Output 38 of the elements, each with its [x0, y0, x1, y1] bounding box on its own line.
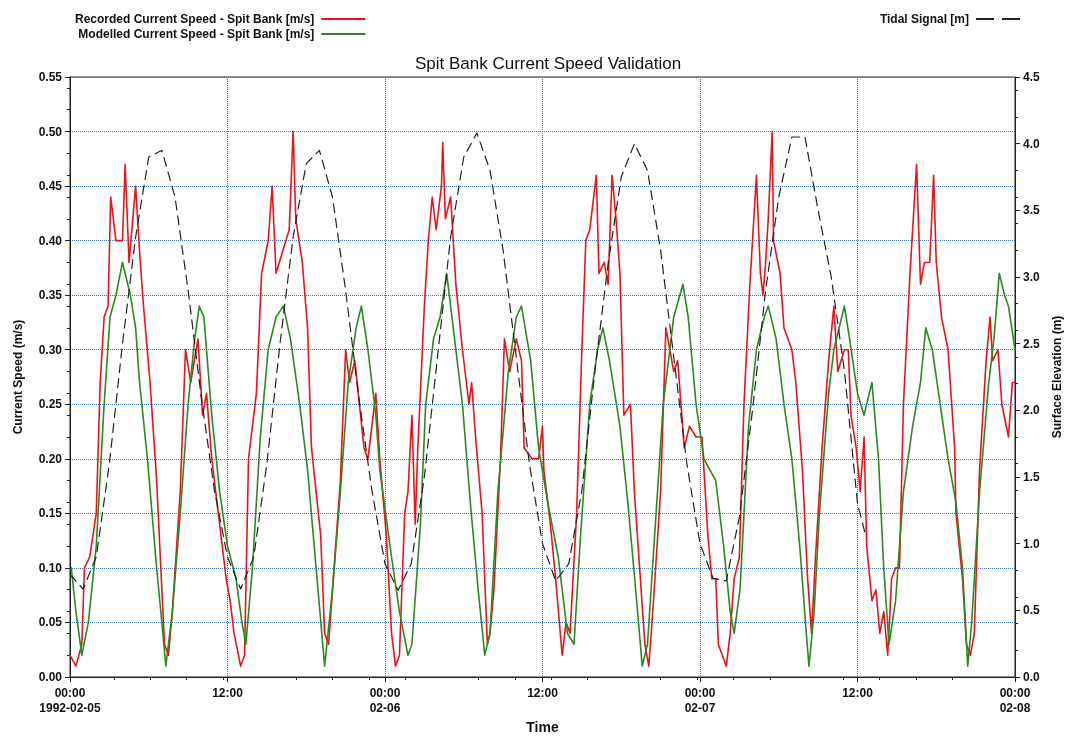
y-tick-label: 0.15 — [38, 506, 63, 521]
y-tick-label: 0.35 — [38, 288, 63, 303]
y-tick-label: 0.20 — [38, 451, 63, 466]
x-axis-title: Time — [526, 718, 559, 735]
y2-tick-label: 0.5 — [1023, 603, 1041, 618]
y2-tick-label: 1.5 — [1023, 470, 1041, 484]
y-tick-label: 0.50 — [38, 124, 63, 139]
x-tick-label: 00:00 02-08 — [999, 685, 1031, 715]
y-tick-label: 0.45 — [38, 179, 63, 194]
y-tick-label: 0.30 — [38, 342, 63, 357]
y2-tick-label: 4.5 — [1023, 70, 1041, 84]
y-tick-label: 0.10 — [38, 560, 63, 575]
x-tick-label: 00:00 02-06 — [369, 685, 401, 715]
legend-label: Recorded Current Speed - Spit Bank [m/s] — [75, 12, 315, 26]
legend-label: Modelled Current Speed - Spit Bank [m/s] — [78, 27, 315, 41]
y2-tick-label: 1.0 — [1023, 536, 1041, 551]
y2-tick-label: 0.0 — [1023, 670, 1041, 684]
y2-tick-label: 2.5 — [1023, 336, 1041, 351]
y2-tick-label: 3.5 — [1023, 203, 1041, 218]
line-series — [69, 130, 1016, 667]
x-tick-label: 12:00 — [212, 685, 244, 700]
y2-tick-label: 4.0 — [1023, 136, 1041, 151]
y-tick-label: 0.55 — [38, 70, 63, 84]
y2-axis-title: Surface Elevation (m) — [1049, 315, 1064, 439]
x-tick-label: 12:00 — [842, 685, 874, 700]
y-tick-label: 0.00 — [38, 670, 63, 684]
legend-label: Tidal Signal [m] — [879, 12, 969, 26]
chart-title: Spit Bank Current Speed Validation — [414, 54, 682, 73]
x-tick-label: 00:00 02-07 — [684, 685, 716, 715]
line-series — [70, 261, 1016, 667]
y-tick-label: 0.25 — [38, 397, 63, 412]
x-tick-label: 12:00 — [527, 685, 559, 700]
y-tick-label: 0.05 — [38, 615, 63, 630]
y2-tick-label: 2.0 — [1023, 403, 1041, 418]
y2-tick-label: 3.0 — [1023, 270, 1041, 284]
x-tick-label: 00:00 1992-02-05 — [39, 685, 102, 715]
y-axis-title: Current Speed (m/s) — [11, 319, 25, 435]
y-tick-label: 0.40 — [38, 233, 63, 248]
